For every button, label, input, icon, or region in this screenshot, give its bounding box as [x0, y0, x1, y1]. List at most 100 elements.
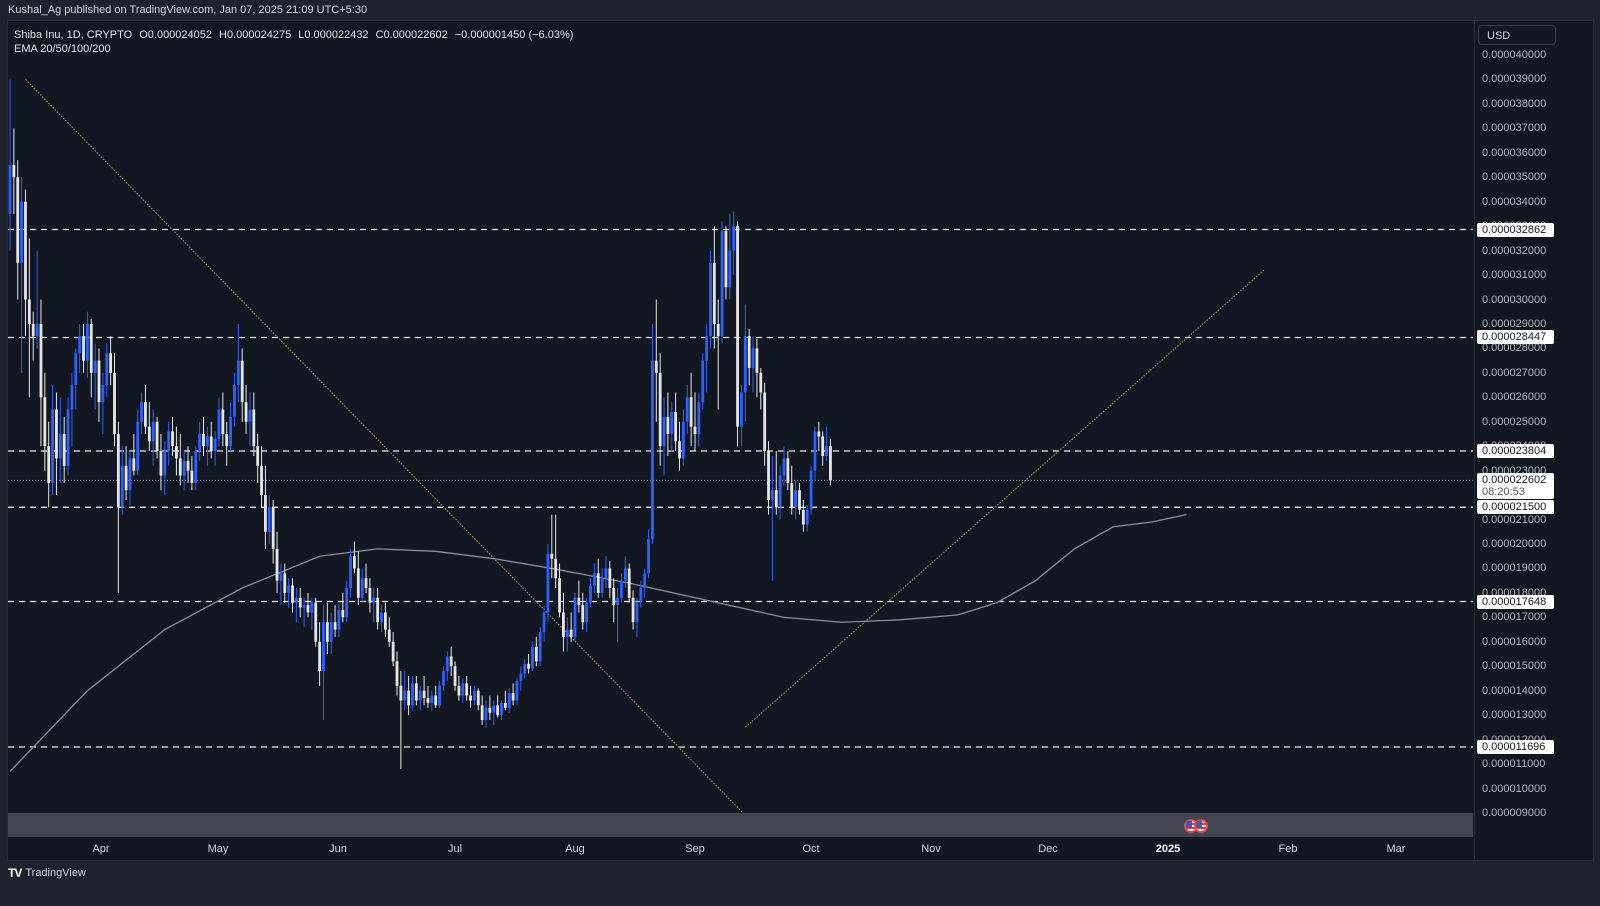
candle-body — [527, 663, 530, 669]
candle-body — [531, 646, 534, 669]
candle-body — [453, 666, 457, 686]
candle-body — [813, 431, 817, 471]
candle-body — [712, 262, 716, 324]
candle-body — [294, 597, 298, 603]
events-bar — [8, 813, 1473, 837]
candle-body — [503, 702, 507, 708]
candle-body — [581, 605, 585, 623]
candle-body — [291, 585, 294, 603]
candle-body — [387, 629, 391, 642]
candle-body — [697, 402, 701, 434]
candle-body — [817, 431, 821, 437]
time-axis-label: Nov — [921, 843, 941, 855]
candle-body — [325, 622, 329, 642]
candle-body — [523, 663, 527, 674]
candle-body — [55, 409, 58, 459]
candle-body — [500, 702, 503, 716]
candle-body — [616, 597, 619, 606]
candle-body — [407, 690, 411, 706]
price-tick: 0.000036000 — [1482, 146, 1547, 159]
footer: TV TradingView — [8, 866, 86, 880]
candle-body — [825, 446, 828, 456]
candle-body — [631, 597, 635, 623]
chart-frame[interactable] — [7, 20, 1594, 861]
candle-body — [264, 495, 267, 532]
candle-body — [724, 231, 728, 288]
candle-body — [693, 426, 697, 434]
candle-body — [740, 392, 743, 427]
candle-body — [674, 411, 678, 442]
candle-body — [829, 446, 832, 481]
candle-body — [681, 421, 685, 459]
indicator-row[interactable]: EMA 20/50/100/200 — [14, 42, 580, 56]
candle-body — [774, 490, 778, 508]
candle-body — [592, 573, 596, 586]
candle-body — [82, 336, 85, 361]
price-scale[interactable] — [1474, 21, 1559, 859]
candle-body — [27, 299, 31, 324]
candle-body — [380, 612, 383, 623]
candle-body — [78, 336, 82, 354]
candle-body — [751, 348, 755, 368]
candle-body — [801, 509, 805, 525]
price-tick: 0.000013000 — [1482, 709, 1547, 722]
candle-body — [271, 507, 275, 549]
candle-body — [759, 372, 763, 393]
price-tick: 0.000016000 — [1482, 635, 1547, 648]
candle-body — [465, 683, 469, 696]
currency-selector[interactable]: USD — [1478, 25, 1556, 45]
candle-body — [623, 568, 627, 581]
price-tick: 0.000009000 — [1482, 806, 1547, 819]
candle-body — [244, 402, 248, 422]
candle-body — [755, 348, 759, 373]
trendline — [744, 269, 1265, 728]
candle-body — [662, 416, 666, 447]
level-price-label: 0.000028447 — [1477, 330, 1554, 345]
candle-body — [190, 470, 194, 483]
candle-body — [186, 460, 190, 471]
ema-indicator-label[interactable]: EMA 20/50/100/200 — [14, 43, 111, 55]
candle-body — [120, 465, 124, 508]
candle-body — [786, 458, 790, 483]
candle-body — [144, 402, 147, 427]
candle-body — [252, 409, 256, 447]
candle-body — [136, 421, 140, 471]
candle-body — [267, 507, 271, 532]
price-tick: 0.000025000 — [1482, 415, 1547, 428]
candle-body — [678, 441, 681, 459]
candle-body — [86, 323, 89, 361]
candle-body — [225, 433, 229, 447]
candle-body — [770, 490, 774, 500]
candle-body — [376, 597, 380, 623]
candle-body — [383, 612, 387, 630]
candle-body — [372, 597, 376, 603]
symbol-title[interactable]: Shiba Inu, 1D, CRYPTO — [14, 29, 133, 41]
candle-body — [159, 451, 163, 476]
candle-body — [434, 695, 438, 706]
candle-body — [736, 226, 739, 427]
us-flag-event-icon[interactable] — [1194, 819, 1208, 833]
candle-body — [178, 458, 182, 476]
time-axis-label: Feb — [1278, 843, 1298, 855]
published-info: Kushal_Ag published on TradingView.com, … — [8, 4, 368, 16]
candle-body — [767, 451, 770, 500]
candle-body — [151, 421, 155, 442]
close-value: C0.000022602 — [375, 29, 448, 41]
price-tick: 0.000010000 — [1482, 782, 1547, 795]
candle-body — [101, 385, 105, 403]
candle-body — [128, 458, 132, 491]
time-axis-label: 2025 — [1155, 843, 1181, 855]
candle-body — [484, 707, 488, 721]
candle-body — [558, 578, 561, 613]
candle-body — [403, 690, 407, 701]
candle-body — [306, 605, 310, 613]
price-tick: 0.000019000 — [1482, 562, 1547, 575]
price-tick: 0.000017000 — [1482, 611, 1547, 624]
candle-body — [442, 671, 445, 686]
candle-body — [213, 438, 217, 452]
candle-body — [221, 409, 225, 434]
candle-body — [705, 336, 708, 361]
candle-body — [534, 646, 538, 662]
candle-body — [554, 558, 558, 579]
